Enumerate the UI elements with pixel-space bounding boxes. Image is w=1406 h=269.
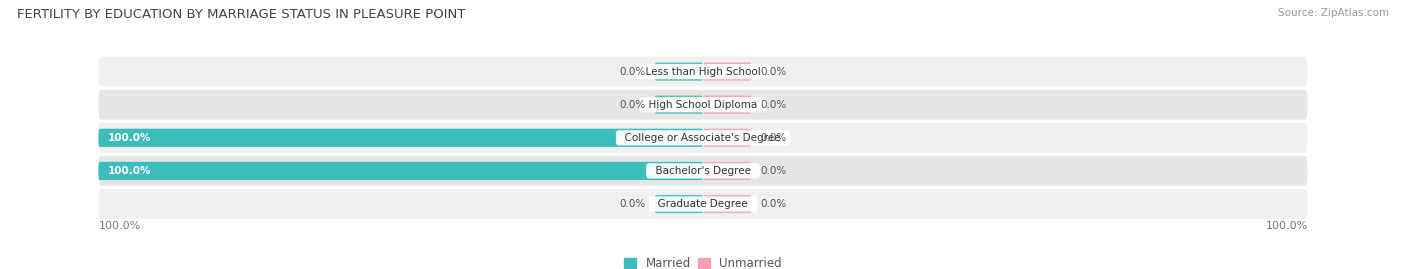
FancyBboxPatch shape bbox=[655, 62, 703, 81]
FancyBboxPatch shape bbox=[655, 95, 703, 114]
Text: 0.0%: 0.0% bbox=[619, 199, 645, 209]
FancyBboxPatch shape bbox=[703, 62, 751, 81]
Text: 100.0%: 100.0% bbox=[107, 166, 150, 176]
Text: 0.0%: 0.0% bbox=[761, 166, 787, 176]
Text: 0.0%: 0.0% bbox=[619, 100, 645, 110]
Text: Less than High School: Less than High School bbox=[638, 67, 768, 77]
Text: 100.0%: 100.0% bbox=[1265, 221, 1308, 231]
Text: Graduate Degree: Graduate Degree bbox=[651, 199, 755, 209]
Text: 0.0%: 0.0% bbox=[761, 100, 787, 110]
FancyBboxPatch shape bbox=[98, 189, 1308, 219]
Legend: Married, Unmarried: Married, Unmarried bbox=[624, 257, 782, 269]
FancyBboxPatch shape bbox=[703, 162, 751, 180]
FancyBboxPatch shape bbox=[98, 90, 1308, 120]
FancyBboxPatch shape bbox=[98, 57, 1308, 87]
Text: 0.0%: 0.0% bbox=[761, 199, 787, 209]
Text: 100.0%: 100.0% bbox=[98, 221, 141, 231]
Text: College or Associate's Degree: College or Associate's Degree bbox=[619, 133, 787, 143]
FancyBboxPatch shape bbox=[98, 129, 703, 147]
FancyBboxPatch shape bbox=[703, 129, 751, 147]
FancyBboxPatch shape bbox=[98, 162, 703, 180]
FancyBboxPatch shape bbox=[98, 123, 1308, 153]
Text: FERTILITY BY EDUCATION BY MARRIAGE STATUS IN PLEASURE POINT: FERTILITY BY EDUCATION BY MARRIAGE STATU… bbox=[17, 8, 465, 21]
Text: 100.0%: 100.0% bbox=[107, 133, 150, 143]
FancyBboxPatch shape bbox=[98, 156, 1308, 186]
Text: Source: ZipAtlas.com: Source: ZipAtlas.com bbox=[1278, 8, 1389, 18]
Text: Bachelor's Degree: Bachelor's Degree bbox=[648, 166, 758, 176]
Text: 0.0%: 0.0% bbox=[619, 67, 645, 77]
FancyBboxPatch shape bbox=[703, 95, 751, 114]
Text: 0.0%: 0.0% bbox=[761, 67, 787, 77]
Text: High School Diploma: High School Diploma bbox=[643, 100, 763, 110]
Text: 0.0%: 0.0% bbox=[761, 133, 787, 143]
FancyBboxPatch shape bbox=[655, 195, 703, 213]
FancyBboxPatch shape bbox=[703, 195, 751, 213]
